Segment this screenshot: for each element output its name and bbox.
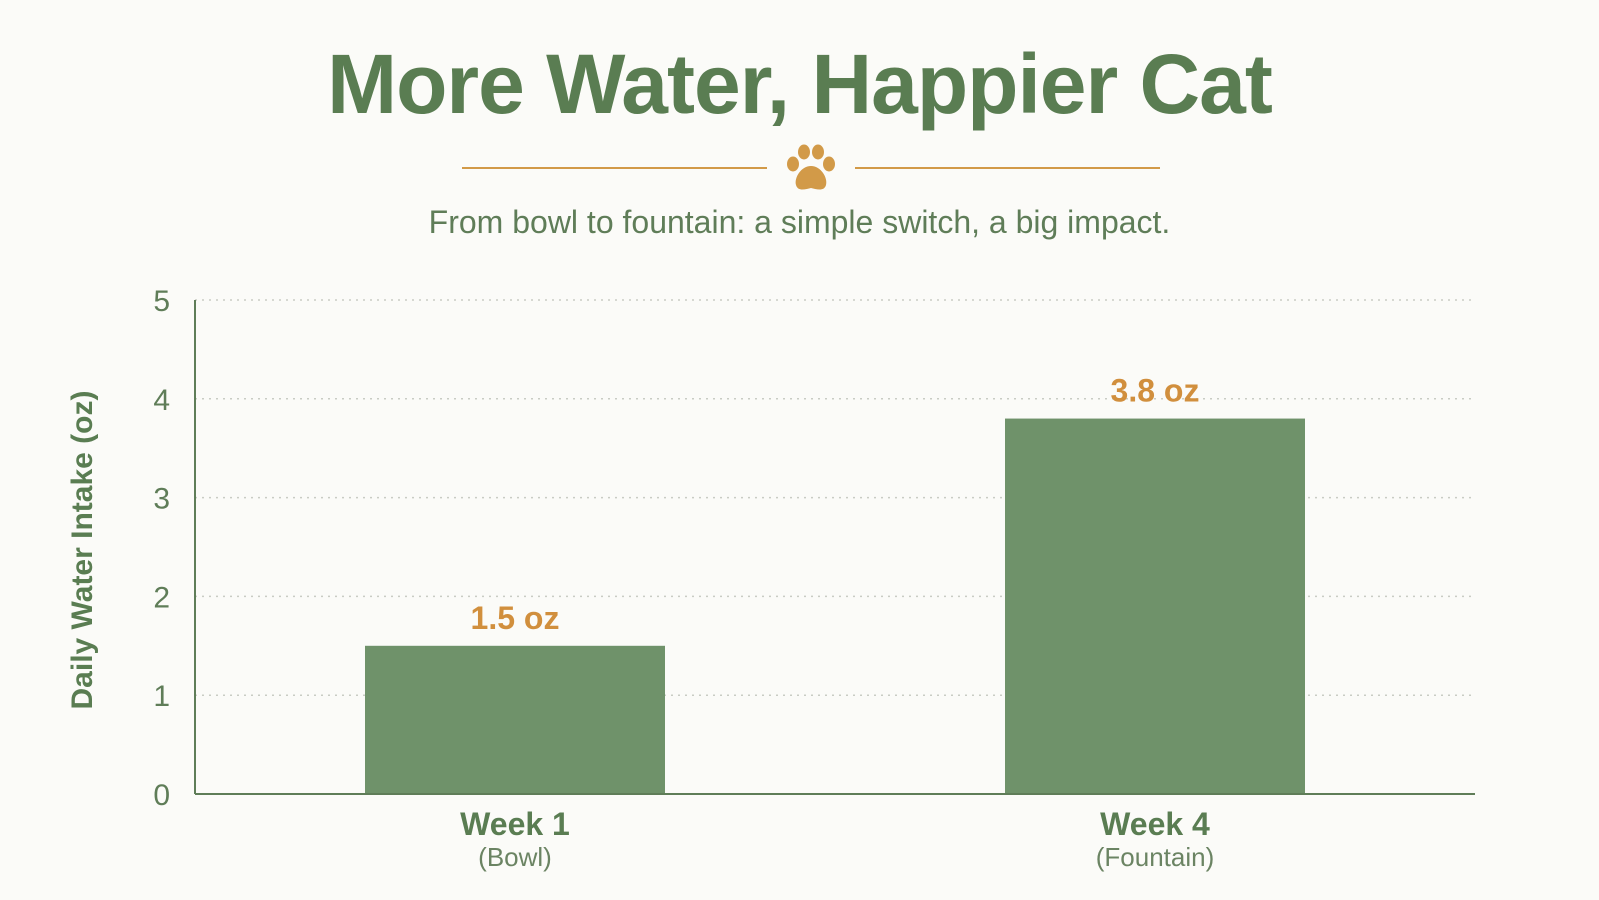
x-category-label: Week 1 [460, 806, 570, 842]
data-label: 1.5 oz [471, 600, 560, 636]
y-tick-label: 2 [153, 581, 170, 614]
x-category-label: Week 4 [1100, 806, 1210, 842]
title-divider-left [462, 167, 767, 169]
y-tick-label: 3 [153, 483, 170, 516]
bar-labels: 1.5 oz Week 1(Bowl) 3.8 oz Week 4(Fountain) [460, 373, 1214, 872]
data-label: 3.8 oz [1111, 373, 1200, 409]
x-category-sublabel: (Fountain) [1096, 842, 1215, 872]
x-category-sublabel: (Bowl) [478, 842, 552, 872]
title-divider-right [855, 167, 1160, 169]
y-tick-label: 0 [153, 779, 170, 812]
bar [365, 645, 665, 794]
bar [1005, 418, 1305, 794]
chart-subtitle: From bowl to fountain: a simple switch, … [428, 204, 1171, 240]
y-tick-label: 1 [153, 680, 170, 713]
y-axis-ticks: 0 1 2 3 4 5 [153, 285, 170, 812]
y-tick-label: 4 [153, 384, 170, 417]
y-tick-label: 5 [153, 285, 170, 318]
bars [365, 418, 1305, 794]
chart-title: More Water, Happier Cat [327, 37, 1273, 131]
paw-print-icon [787, 144, 835, 190]
y-axis-label: Daily Water Intake (oz) [66, 391, 99, 710]
